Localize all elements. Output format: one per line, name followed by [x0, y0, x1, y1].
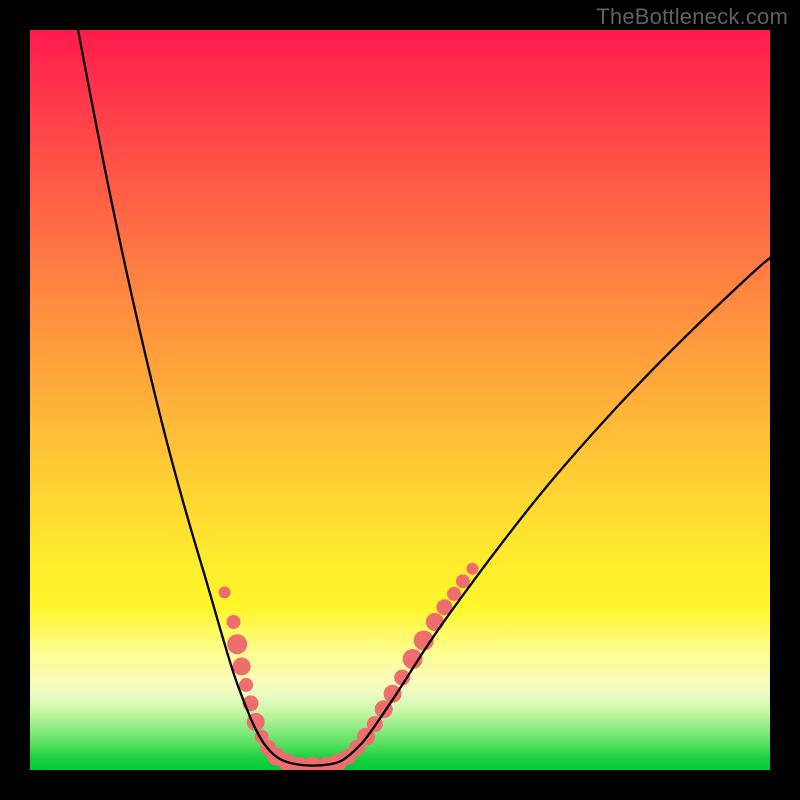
- chart-plot-area: [30, 30, 770, 770]
- watermark-text: TheBottleneck.com: [596, 4, 788, 30]
- scatter-marker: [227, 615, 241, 629]
- chart-overlay-svg: [30, 30, 770, 770]
- scatter-marker: [219, 586, 231, 598]
- scatter-marker: [227, 634, 247, 654]
- scatter-marker: [456, 574, 470, 588]
- scatter-marker: [239, 678, 253, 692]
- marker-group: [219, 563, 479, 770]
- scatter-marker: [426, 613, 444, 631]
- v-curve: [78, 30, 770, 766]
- scatter-marker: [233, 657, 251, 675]
- scatter-marker: [467, 563, 479, 575]
